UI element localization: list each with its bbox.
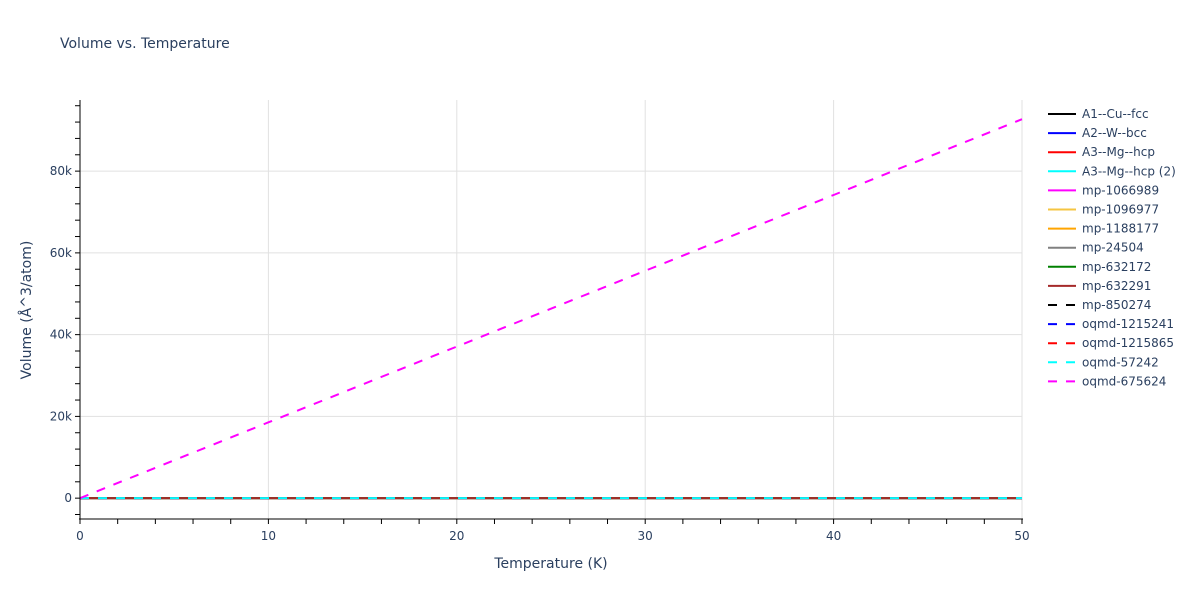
y-tick-label: 20k [50, 409, 72, 423]
legend-item[interactable]: mp-1096977 [1048, 203, 1159, 217]
x-axis-title: Temperature (K) [493, 556, 607, 572]
svg-text:oqmd-675624: oqmd-675624 [1082, 374, 1166, 388]
legend-item[interactable]: A3--Mg--hcp [1048, 145, 1155, 159]
legend-item[interactable]: oqmd-675624 [1048, 374, 1166, 388]
svg-text:A1--Cu--fcc: A1--Cu--fcc [1082, 107, 1149, 121]
svg-text:oqmd-1215241: oqmd-1215241 [1082, 317, 1174, 331]
svg-text:A2--W--bcc: A2--W--bcc [1082, 126, 1147, 140]
axes [79, 100, 1023, 520]
x-tick-label: 10 [261, 529, 276, 543]
svg-text:oqmd-57242: oqmd-57242 [1082, 355, 1159, 369]
y-axis-ticks: 0 20k 40k 60k 80k [50, 105, 80, 516]
svg-text:mp-850274: mp-850274 [1082, 298, 1151, 312]
legend-item[interactable]: A2--W--bcc [1048, 126, 1147, 140]
legend-item[interactable]: A3--Mg--hcp (2) [1048, 164, 1176, 178]
legend-item[interactable]: oqmd-1215241 [1048, 317, 1174, 331]
chart-title: Volume vs. Temperature [60, 36, 230, 52]
legend-item[interactable]: mp-1188177 [1048, 222, 1159, 236]
svg-text:mp-1066989: mp-1066989 [1082, 183, 1159, 197]
legend-item[interactable]: mp-632291 [1048, 279, 1151, 293]
y-tick-label: 60k [50, 246, 72, 260]
plot-series [79, 118, 1023, 500]
x-axis-ticks: 0 10 20 30 40 50 [76, 519, 1030, 543]
x-tick-label: 0 [76, 529, 84, 543]
gridlines [80, 100, 1023, 519]
series-line [79, 118, 1023, 500]
y-tick-label: 40k [50, 328, 72, 342]
legend-item[interactable]: mp-632172 [1048, 260, 1151, 274]
legend-item[interactable]: A1--Cu--fcc [1048, 107, 1149, 121]
x-tick-label: 30 [638, 529, 653, 543]
legend: A1--Cu--fcc A2--W--bcc A3--Mg--hcp A3--Mg--… [1048, 107, 1176, 388]
x-tick-label: 50 [1014, 529, 1029, 543]
y-axis-title: Volume (Å^3/atom) [18, 241, 35, 380]
svg-text:mp-1096977: mp-1096977 [1082, 203, 1159, 217]
y-tick-label: 80k [50, 164, 72, 178]
legend-item[interactable]: mp-1066989 [1048, 183, 1159, 197]
svg-text:oqmd-1215865: oqmd-1215865 [1082, 336, 1174, 350]
svg-text:A3--Mg--hcp (2): A3--Mg--hcp (2) [1082, 164, 1176, 178]
svg-text:mp-24504: mp-24504 [1082, 241, 1144, 255]
legend-item[interactable]: oqmd-1215865 [1048, 336, 1174, 350]
y-tick-label: 0 [64, 491, 72, 505]
legend-item[interactable]: oqmd-57242 [1048, 355, 1159, 369]
legend-item[interactable]: mp-24504 [1048, 241, 1144, 255]
svg-text:mp-632172: mp-632172 [1082, 260, 1151, 274]
x-tick-label: 20 [449, 529, 464, 543]
svg-text:mp-632291: mp-632291 [1082, 279, 1151, 293]
legend-item[interactable]: mp-850274 [1048, 298, 1151, 312]
svg-text:A3--Mg--hcp: A3--Mg--hcp [1082, 145, 1155, 159]
svg-text:mp-1188177: mp-1188177 [1082, 222, 1159, 236]
x-tick-label: 40 [826, 529, 841, 543]
